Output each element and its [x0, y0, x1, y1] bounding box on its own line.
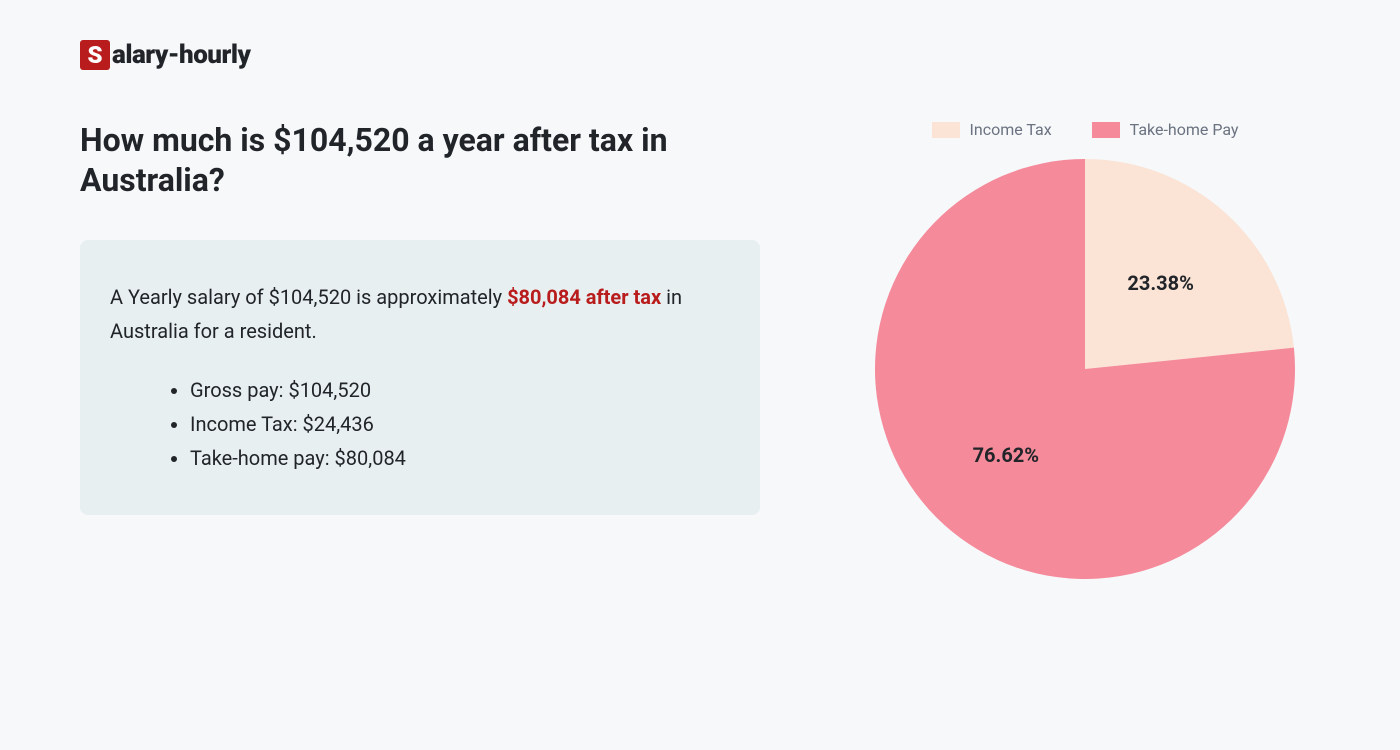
main-content: How much is $104,520 a year after tax in…: [80, 120, 1320, 579]
site-logo: S alary-hourly: [80, 40, 1320, 70]
logo-text: alary-hourly: [112, 40, 250, 70]
bullet-item: Take-home pay: $80,084: [190, 441, 730, 475]
pie-slice-label: 23.38%: [1127, 271, 1193, 295]
pie-svg: [875, 159, 1295, 579]
legend-label: Take-home Pay: [1130, 120, 1239, 139]
summary-highlight: $80,084 after tax: [507, 285, 661, 309]
summary-prefix: A Yearly salary of $104,520 is approxima…: [110, 285, 507, 309]
summary-box: A Yearly salary of $104,520 is approxima…: [80, 240, 760, 515]
legend-label: Income Tax: [970, 120, 1052, 139]
page-title: How much is $104,520 a year after tax in…: [80, 120, 760, 200]
legend-item-takehome: Take-home Pay: [1092, 120, 1239, 139]
bullet-item: Gross pay: $104,520: [190, 373, 730, 407]
chart-legend: Income Tax Take-home Pay: [932, 120, 1239, 139]
legend-item-income-tax: Income Tax: [932, 120, 1052, 139]
left-column: How much is $104,520 a year after tax in…: [80, 120, 760, 515]
pie-slice-label: 76.62%: [973, 443, 1039, 467]
pie-chart: 23.38% 76.62%: [875, 159, 1295, 579]
legend-swatch: [1092, 122, 1120, 138]
logo-badge: S: [80, 40, 110, 70]
legend-swatch: [932, 122, 960, 138]
summary-bullets: Gross pay: $104,520 Income Tax: $24,436 …: [110, 373, 730, 475]
right-column: Income Tax Take-home Pay 23.38% 76.62%: [850, 120, 1320, 579]
summary-text: A Yearly salary of $104,520 is approxima…: [110, 280, 730, 348]
bullet-item: Income Tax: $24,436: [190, 407, 730, 441]
